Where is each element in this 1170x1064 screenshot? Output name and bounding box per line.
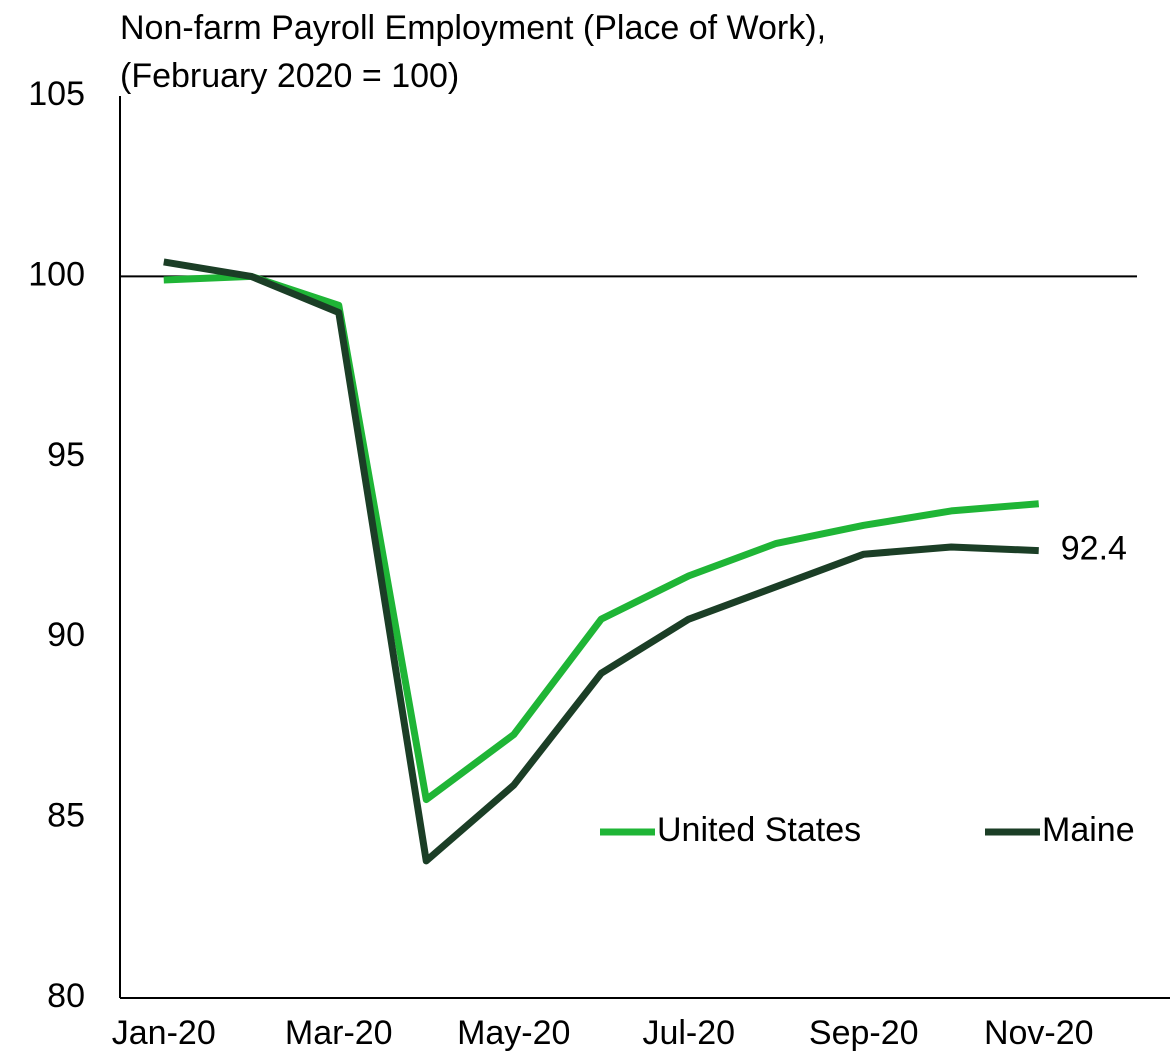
- y-tick-label: 90: [47, 616, 85, 654]
- y-tick-label: 85: [47, 797, 85, 835]
- x-tick-label: Sep-20: [809, 1014, 919, 1052]
- series-line: [163, 272, 1040, 804]
- y-tick-label: 95: [47, 436, 85, 474]
- x-tick-label: Nov-20: [984, 1014, 1094, 1052]
- x-tick-label: Jan-20: [112, 1014, 216, 1052]
- chart-title: Non-farm Payroll Employment (Place of Wo…: [120, 9, 826, 47]
- value-label: 92.4: [1061, 530, 1127, 568]
- legend-label: Maine: [1042, 811, 1135, 849]
- chart-subtitle: (February 2020 = 100): [120, 57, 459, 95]
- legend-label: United States: [657, 811, 861, 849]
- y-tick-label: 80: [47, 977, 85, 1015]
- x-tick-label: May-20: [457, 1014, 570, 1052]
- y-tick-label: 100: [28, 255, 85, 293]
- y-tick-label: 105: [28, 75, 85, 113]
- series-line: [163, 258, 1039, 865]
- x-tick-label: Jul-20: [642, 1014, 735, 1052]
- x-tick-label: Mar-20: [285, 1014, 393, 1052]
